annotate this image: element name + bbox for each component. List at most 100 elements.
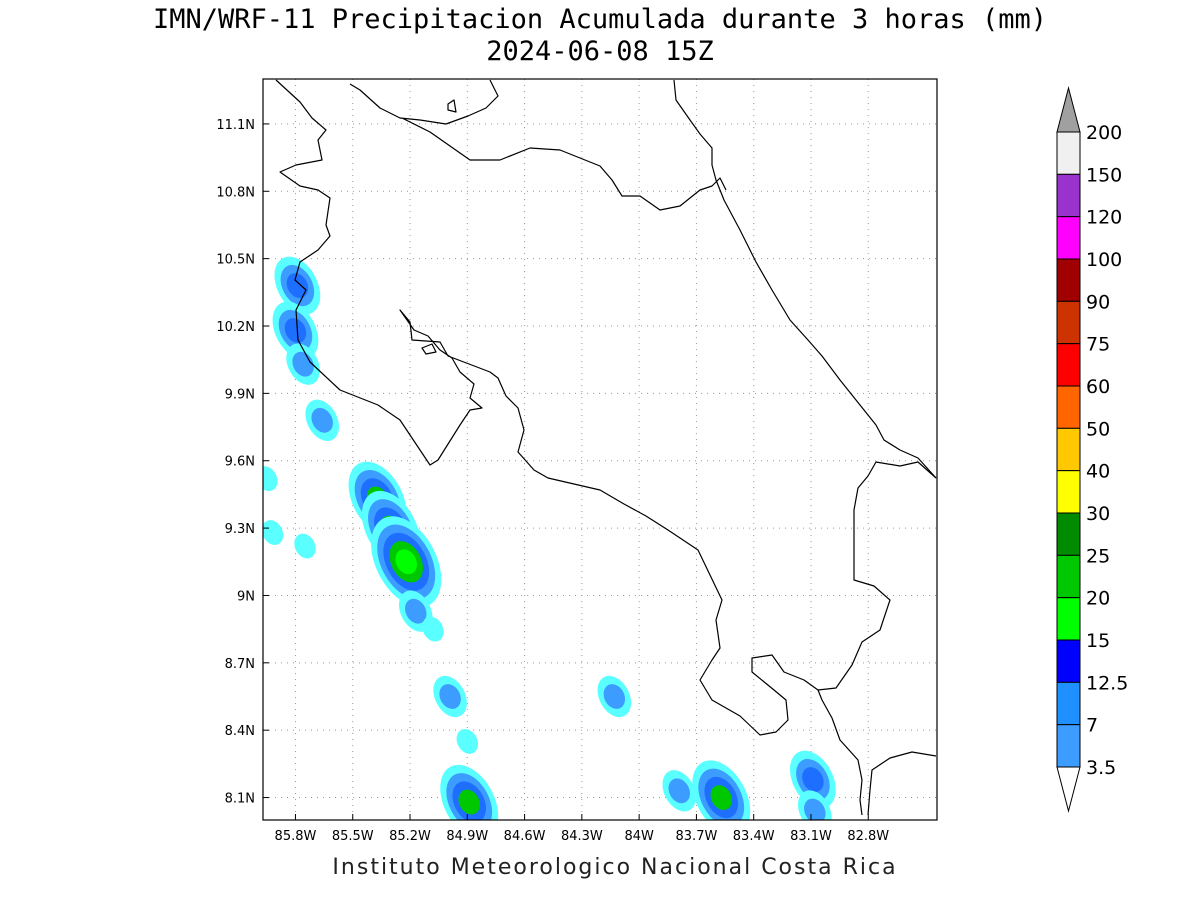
border-nicaragua bbox=[349, 79, 727, 211]
lon-tick-label: 83.4W bbox=[733, 829, 775, 844]
colorbar-swatch bbox=[1056, 597, 1081, 641]
colorbar-label: 30 bbox=[1086, 503, 1110, 525]
colorbar-swatch bbox=[1056, 343, 1081, 387]
precip-level-1 bbox=[263, 520, 284, 545]
colorbar-swatch bbox=[1056, 258, 1081, 302]
precip-cell bbox=[263, 520, 284, 545]
precip-level-1 bbox=[422, 616, 444, 642]
precip-cell bbox=[456, 729, 479, 754]
lon-tick-label: 83.7W bbox=[676, 829, 718, 844]
lon-tick-label: 82.8W bbox=[847, 829, 889, 844]
lon-tick-label: 83.1W bbox=[790, 829, 832, 844]
colorbar-swatch bbox=[1056, 173, 1081, 218]
precip-cell bbox=[440, 764, 499, 820]
lat-tick-label: 8.4N bbox=[225, 724, 255, 739]
precip-level-3 bbox=[284, 318, 307, 343]
precip-cell bbox=[433, 675, 467, 718]
precip-level-3 bbox=[286, 273, 309, 298]
colorbar-label: 3.5 bbox=[1086, 757, 1116, 779]
colorbar-swatch bbox=[1056, 512, 1081, 556]
precip-level-4 bbox=[458, 789, 480, 815]
colorbar-label: 20 bbox=[1086, 588, 1110, 610]
precip-level-5 bbox=[395, 549, 417, 575]
precipitation-colorbar: 200 150 120 100 90 75 60 50 40 30 25 20 15 12.5 7 3.5 bbox=[1056, 86, 1128, 813]
colorbar-label: 50 bbox=[1086, 418, 1110, 440]
precip-cell bbox=[692, 760, 751, 820]
precip-cell bbox=[263, 466, 278, 492]
colorbar-swatch bbox=[1056, 724, 1081, 768]
credit-text: Instituto Meteorologico Nacional Costa R… bbox=[332, 855, 898, 880]
colorbar-label: 12.5 bbox=[1086, 672, 1128, 694]
lat-tick-label: 8.7N bbox=[225, 657, 255, 672]
precip-cell bbox=[294, 533, 316, 559]
precip-cell bbox=[662, 770, 697, 812]
map-datetime: 2024-06-08 15Z bbox=[486, 36, 714, 67]
latitude-tick-labels: 11.1N 10.8N 10.5N 10.2N 9.9N 9.6N 9.3N 9N 8.7N 8.… bbox=[216, 118, 269, 807]
precip-cell bbox=[371, 516, 442, 608]
precip-cell bbox=[274, 256, 321, 315]
lon-tick-label: 85.8W bbox=[275, 829, 317, 844]
map-frame bbox=[262, 78, 938, 821]
colorbar-swatch bbox=[1056, 639, 1081, 683]
lon-tick-label: 85.2W bbox=[389, 829, 431, 844]
colorbar-label: 7 bbox=[1086, 715, 1098, 737]
border-panama bbox=[817, 461, 937, 691]
precip-level-1 bbox=[294, 533, 316, 559]
precip-cell bbox=[272, 301, 319, 360]
lon-tick-label: 84.6W bbox=[504, 829, 546, 844]
precip-level-1 bbox=[263, 466, 278, 492]
coastline-outline bbox=[275, 79, 937, 816]
precip-cell bbox=[597, 675, 632, 718]
map-gridlines bbox=[263, 79, 937, 820]
precip-level-2 bbox=[405, 598, 427, 624]
precip-level-3 bbox=[802, 767, 824, 792]
precipitation-field bbox=[263, 256, 836, 820]
colorbar-label: 25 bbox=[1086, 545, 1110, 567]
colorbar-label: 75 bbox=[1086, 334, 1110, 356]
precip-level-2 bbox=[603, 684, 626, 709]
precip-cell bbox=[286, 343, 320, 385]
colorbar-label: 200 bbox=[1086, 122, 1122, 144]
lon-tick-label: 84.3W bbox=[561, 829, 603, 844]
colorbar-swatch bbox=[1056, 216, 1081, 260]
lat-tick-label: 10.5N bbox=[216, 253, 255, 268]
colorbar-swatch bbox=[1056, 385, 1081, 429]
lat-tick-label: 10.8N bbox=[216, 185, 255, 200]
colorbar-swatch bbox=[1056, 131, 1081, 175]
lat-tick-label: 9.9N bbox=[225, 387, 255, 402]
colorbar-label: 60 bbox=[1086, 376, 1110, 398]
colorbar-swatch bbox=[1056, 681, 1081, 726]
lat-tick-label: 8.1N bbox=[225, 792, 255, 807]
precip-level-2 bbox=[804, 798, 826, 820]
precip-level-2 bbox=[439, 684, 461, 709]
precip-cell bbox=[422, 616, 444, 642]
precip-level-2 bbox=[668, 778, 690, 804]
colorbar-top-arrow bbox=[1056, 86, 1081, 133]
lat-tick-label: 10.2N bbox=[216, 320, 255, 335]
coastline-caribbean bbox=[673, 79, 937, 479]
longitude-tick-labels: 85.8W 85.5W 85.2W 84.9W 84.6W 84.3W 84W 83.7W 83… bbox=[275, 814, 889, 844]
precip-cell bbox=[305, 399, 339, 441]
coastline-pacific-south bbox=[867, 751, 937, 816]
colorbar-label: 120 bbox=[1086, 207, 1122, 229]
lat-tick-label: 9N bbox=[237, 589, 255, 604]
lat-tick-label: 11.1N bbox=[216, 118, 255, 133]
colorbar-swatch bbox=[1056, 300, 1081, 345]
precip-level-4 bbox=[710, 785, 732, 810]
colorbar-swatch bbox=[1056, 554, 1081, 599]
island-outline bbox=[447, 99, 457, 113]
map-title: IMN/WRF-11 Precipitacion Acumulada duran… bbox=[152, 4, 1048, 35]
precip-cell bbox=[798, 790, 832, 820]
colorbar-label: 40 bbox=[1086, 461, 1110, 483]
coastline-pacific-north bbox=[275, 79, 863, 816]
colorbar-label: 100 bbox=[1086, 249, 1122, 271]
lon-tick-label: 84.9W bbox=[446, 829, 488, 844]
lat-tick-label: 9.3N bbox=[225, 522, 255, 537]
colorbar-swatch bbox=[1056, 427, 1081, 472]
island-outline-2 bbox=[421, 343, 437, 355]
colorbar-label: 15 bbox=[1086, 630, 1110, 652]
lon-tick-label: 85.5W bbox=[332, 829, 374, 844]
lon-tick-label: 84W bbox=[624, 829, 654, 844]
colorbar-label: 150 bbox=[1086, 164, 1122, 186]
